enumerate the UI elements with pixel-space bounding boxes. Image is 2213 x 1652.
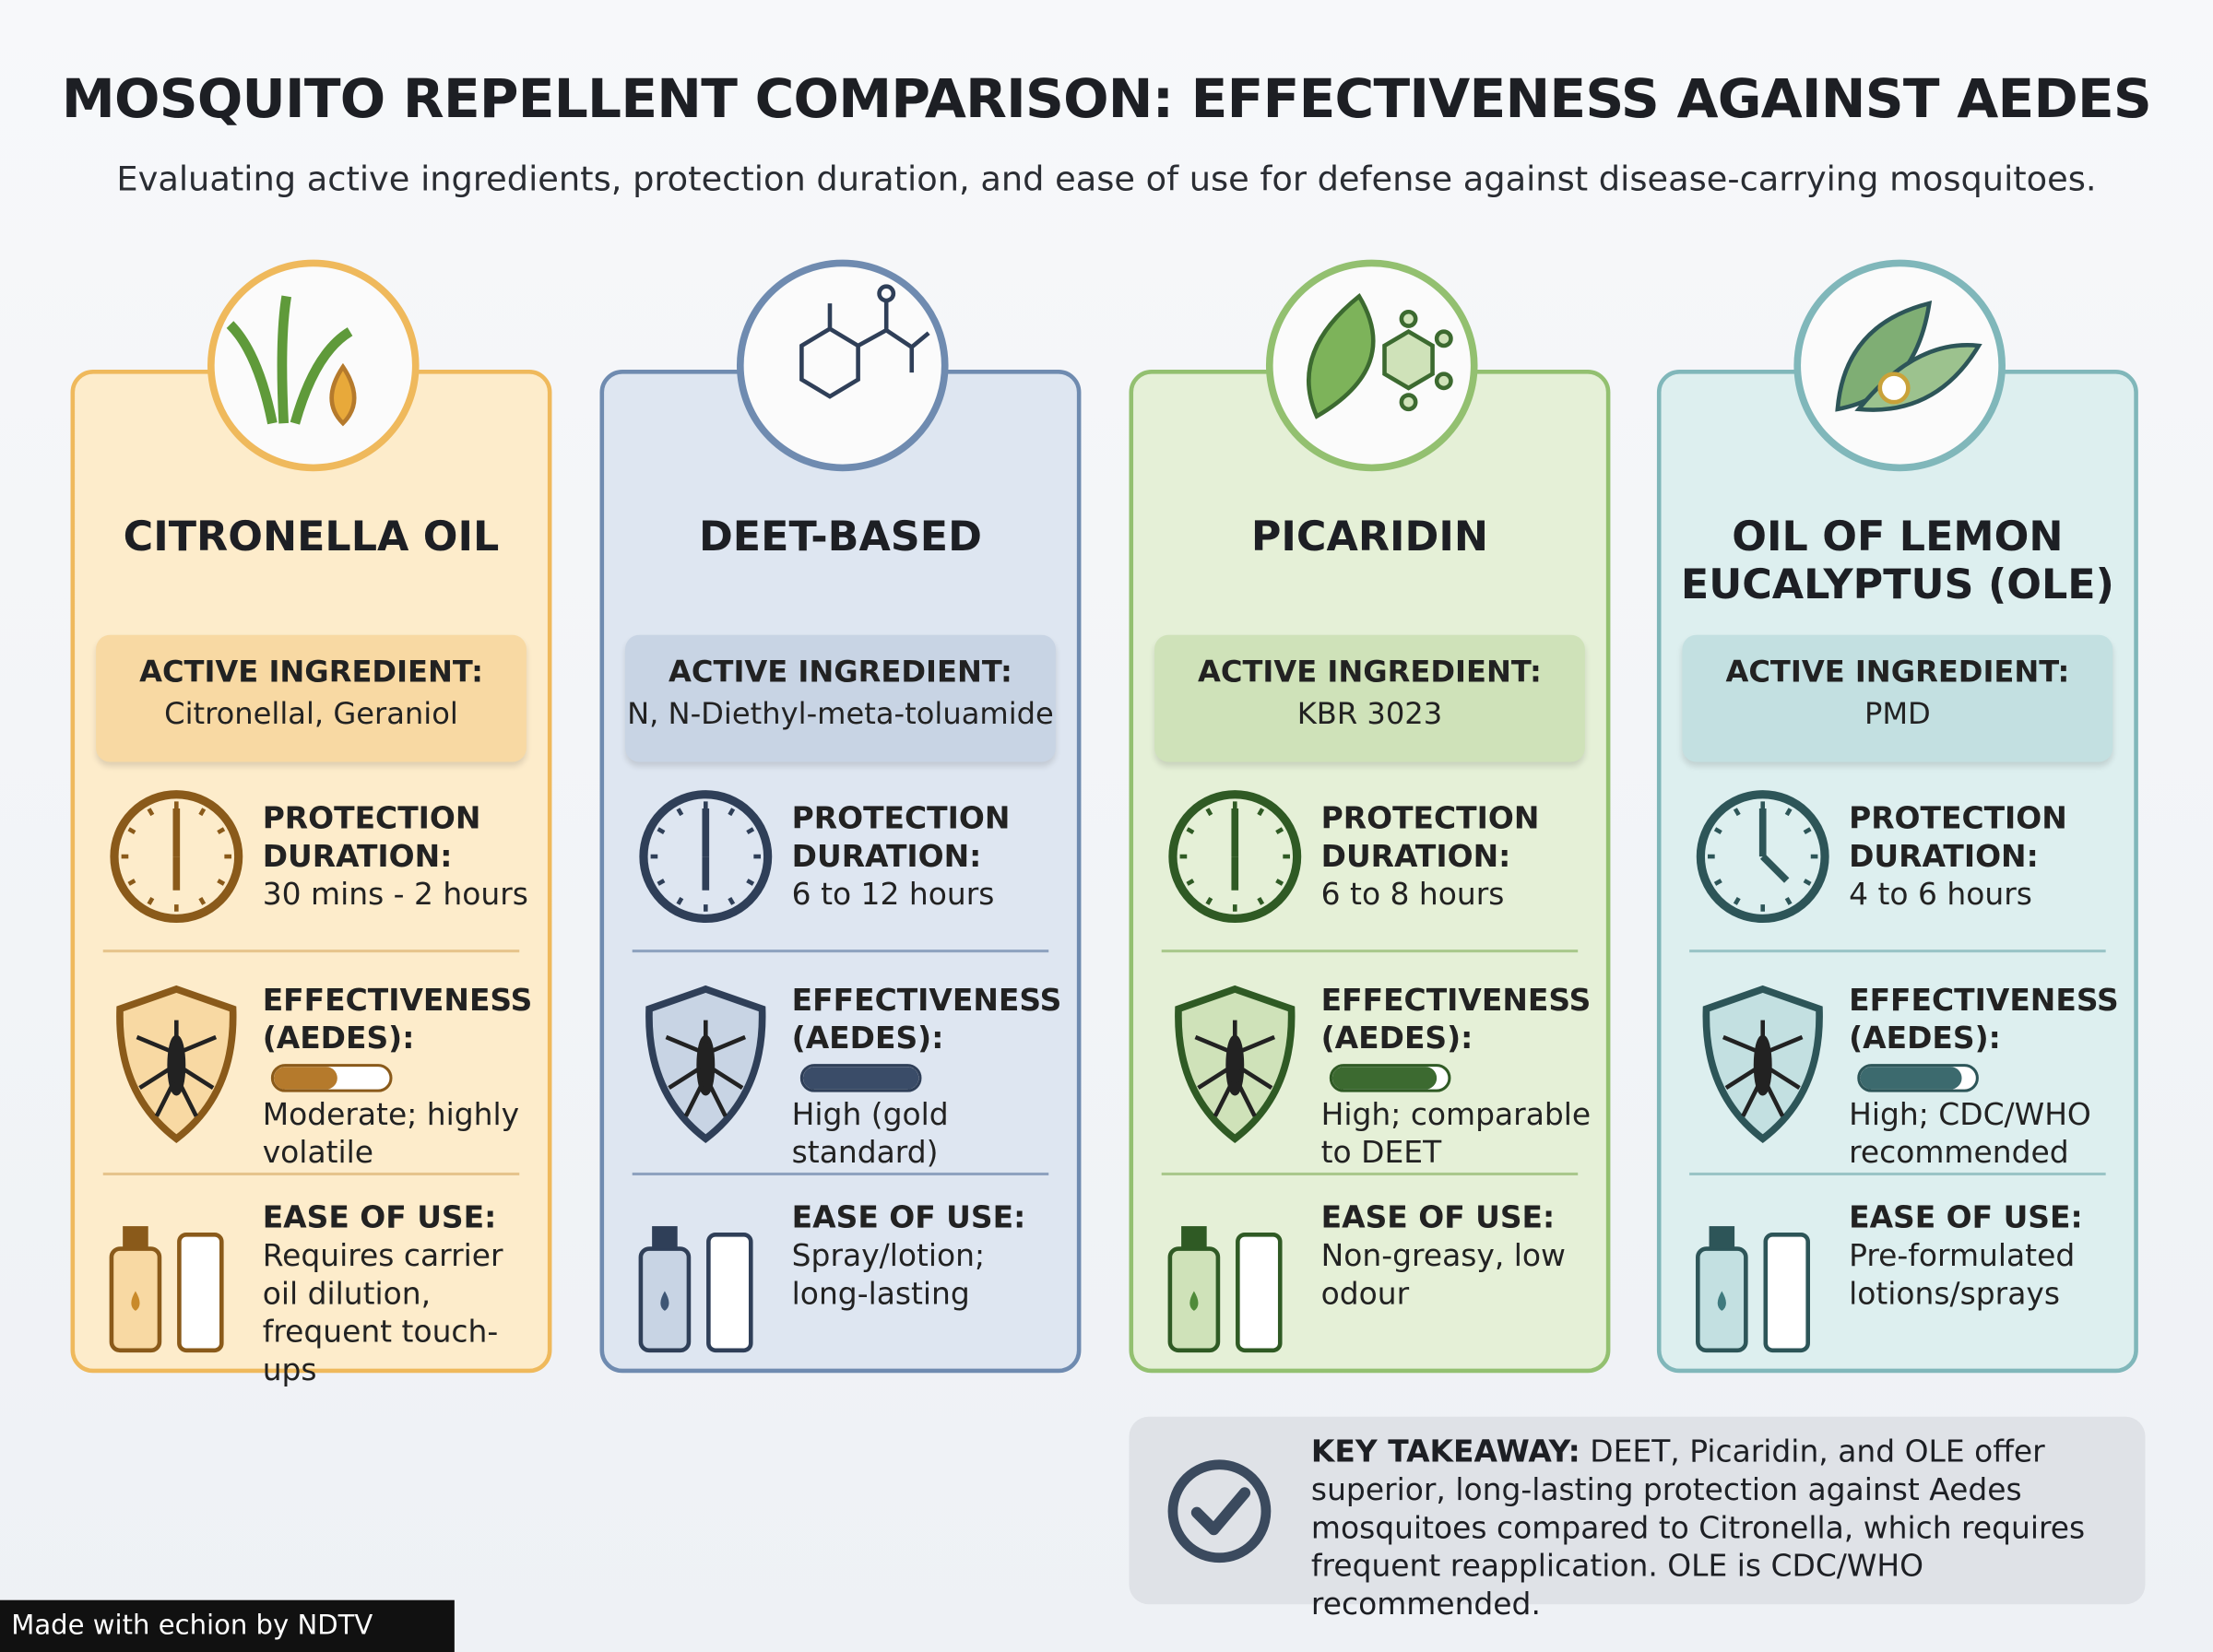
- duration: PROTECTION DURATION: 4 to 6 hours: [1849, 800, 2123, 914]
- duration-label: PROTECTION DURATION:: [1320, 801, 1540, 875]
- ease-label: EASE OF USE:: [791, 1200, 1026, 1236]
- effectiveness-label: EFFECTIVENESS (AEDES):: [791, 983, 1062, 1057]
- divider: [1161, 1172, 1579, 1175]
- subtitle: Evaluating active ingredients, protectio…: [116, 159, 2097, 199]
- effectiveness-value: High (gold standard): [791, 1097, 949, 1172]
- duration: PROTECTION DURATION: 30 mins - 2 hours: [263, 800, 537, 914]
- divider: [1689, 950, 2106, 952]
- gauge-fill: [802, 1067, 919, 1090]
- icon: [1165, 786, 1306, 933]
- icon: [635, 786, 776, 933]
- duration: PROTECTION DURATION: 6 to 12 hours: [792, 800, 1066, 914]
- active-box: ACTIVE INGREDIENT: KBR 3023: [1154, 634, 1585, 762]
- gauge: [1857, 1064, 1979, 1092]
- duration-value: 6 to 12 hours: [791, 878, 995, 914]
- effectiveness: EFFECTIVENESS (AEDES): High; CDC/WHO reco…: [1849, 982, 2123, 1173]
- active-label: ACTIVE INGREDIENT:: [139, 655, 483, 689]
- ease-value: Non-greasy, low odour: [1320, 1238, 1566, 1313]
- ease: EASE OF USE: Pre-formulated lotions/spray…: [1849, 1199, 2123, 1314]
- icon: [106, 786, 247, 933]
- card: DEET-BASED ACTIVE INGREDIENT: N, N-Diethyl…: [599, 370, 1082, 1374]
- card: CITRONELLA OIL ACTIVE INGREDIENT: Citronel…: [70, 370, 552, 1388]
- duration: PROTECTION DURATION: 6 to 8 hours: [1321, 800, 1595, 914]
- ease-label: EASE OF USE:: [1320, 1200, 1556, 1236]
- ease: EASE OF USE: Spray/lotion; long-lasting: [792, 1199, 1066, 1314]
- duration-label: PROTECTION DURATION:: [791, 801, 1011, 875]
- gauge: [799, 1064, 922, 1092]
- active-label: ACTIVE INGREDIENT:: [669, 655, 1012, 689]
- active-value: N, N-Diethyl-meta-toluamide: [627, 697, 1054, 731]
- effectiveness-value: High; CDC/WHO recommended: [1849, 1097, 2091, 1172]
- ease-value: Pre-formulated lotions/sprays: [1849, 1238, 2076, 1313]
- effectiveness: EFFECTIVENESS (AEDES): High (gold standar…: [792, 982, 1066, 1173]
- divider: [1161, 950, 1579, 952]
- duration-label: PROTECTION DURATION:: [1849, 801, 2067, 875]
- divider: [632, 950, 1049, 952]
- gauge: [1329, 1064, 1451, 1092]
- effectiveness-label: EFFECTIVENESS (AEDES):: [262, 983, 533, 1057]
- card-icon: [736, 259, 949, 472]
- effectiveness: EFFECTIVENESS (AEDES): Moderate; highly v…: [263, 982, 537, 1173]
- icon: [1692, 981, 1833, 1156]
- effectiveness: EFFECTIVENESS (AEDES): High; comparable t…: [1321, 982, 1595, 1173]
- card-title: OIL OF LEMON EUCALYPTUS (OLE): [1680, 512, 2114, 608]
- check-icon: [1167, 1459, 1272, 1564]
- effectiveness-value: High; comparable to DEET: [1320, 1097, 1592, 1172]
- icon: [1159, 1207, 1300, 1367]
- card-title: DEET-BASED: [698, 512, 982, 560]
- ease-label: EASE OF USE:: [262, 1200, 497, 1236]
- effectiveness-label: EFFECTIVENESS (AEDES):: [1320, 983, 1592, 1057]
- divider: [1689, 1172, 2106, 1175]
- takeaway-text: KEY TAKEAWAY: DEET, Picaridin, and OLE o…: [1311, 1434, 2125, 1624]
- divider: [102, 1172, 520, 1175]
- title: MOSQUITO REPELLENT COMPARISON: EFFECTIVE…: [61, 67, 2152, 130]
- divider: [632, 1172, 1049, 1175]
- active-value: KBR 3023: [1296, 697, 1443, 731]
- active-value: PMD: [1864, 697, 1931, 731]
- gauge-fill: [1331, 1067, 1437, 1090]
- card-title: CITRONELLA OIL: [123, 512, 500, 560]
- gauge: [270, 1064, 393, 1092]
- duration-label: PROTECTION DURATION:: [262, 801, 481, 875]
- card: PICARIDIN ACTIVE INGREDIENT: KBR 3023 PROTE…: [1129, 370, 1611, 1374]
- card-icon: [1265, 259, 1478, 472]
- ease: EASE OF USE: Requires carrier oil dilutio…: [263, 1199, 537, 1390]
- takeaway-body: DEET, Picaridin, and OLE offer superior,…: [1310, 1434, 2086, 1623]
- ease-value: Requires carrier oil dilution, frequent …: [262, 1238, 503, 1389]
- ease-label: EASE OF USE:: [1849, 1200, 2083, 1236]
- active-box: ACTIVE INGREDIENT: PMD: [1682, 634, 2113, 762]
- gauge-fill: [273, 1067, 337, 1090]
- takeaway-label: KEY TAKEAWAY:: [1310, 1434, 1580, 1470]
- divider: [102, 950, 520, 952]
- icon: [101, 1207, 242, 1367]
- card-icon: [207, 259, 420, 472]
- active-label: ACTIVE INGREDIENT:: [1725, 655, 2070, 689]
- effectiveness-label: EFFECTIVENESS (AEDES):: [1849, 983, 2119, 1057]
- duration-value: 6 to 8 hours: [1320, 878, 1505, 914]
- icon: [1692, 786, 1833, 933]
- takeaway-box: KEY TAKEAWAY: DEET, Picaridin, and OLE o…: [1129, 1416, 2146, 1622]
- card: OIL OF LEMON EUCALYPTUS (OLE) ACTIVE INGR…: [1656, 370, 2138, 1374]
- card-title: PICARIDIN: [1250, 512, 1489, 560]
- gauge-fill: [1860, 1067, 1962, 1090]
- active-box: ACTIVE INGREDIENT: N, N-Diethyl-meta-tolu…: [625, 634, 1056, 762]
- active-value: Citronellal, Geraniol: [164, 697, 458, 731]
- card-icon: [1793, 259, 2006, 472]
- duration-value: 30 mins - 2 hours: [262, 878, 528, 914]
- icon: [1686, 1207, 1828, 1367]
- icon: [630, 1207, 771, 1367]
- icon: [106, 981, 247, 1156]
- active-box: ACTIVE INGREDIENT: Citronellal, Geraniol: [96, 634, 527, 762]
- active-label: ACTIVE INGREDIENT:: [1198, 655, 1542, 689]
- icon: [1165, 981, 1306, 1156]
- effectiveness-value: Moderate; highly volatile: [262, 1097, 520, 1172]
- duration-value: 4 to 6 hours: [1849, 878, 2032, 914]
- icon: [635, 981, 776, 1156]
- ease: EASE OF USE: Non-greasy, low odour: [1321, 1199, 1595, 1314]
- footer: Made with echion by NDTV: [0, 1599, 455, 1652]
- ease-value: Spray/lotion; long-lasting: [791, 1238, 986, 1313]
